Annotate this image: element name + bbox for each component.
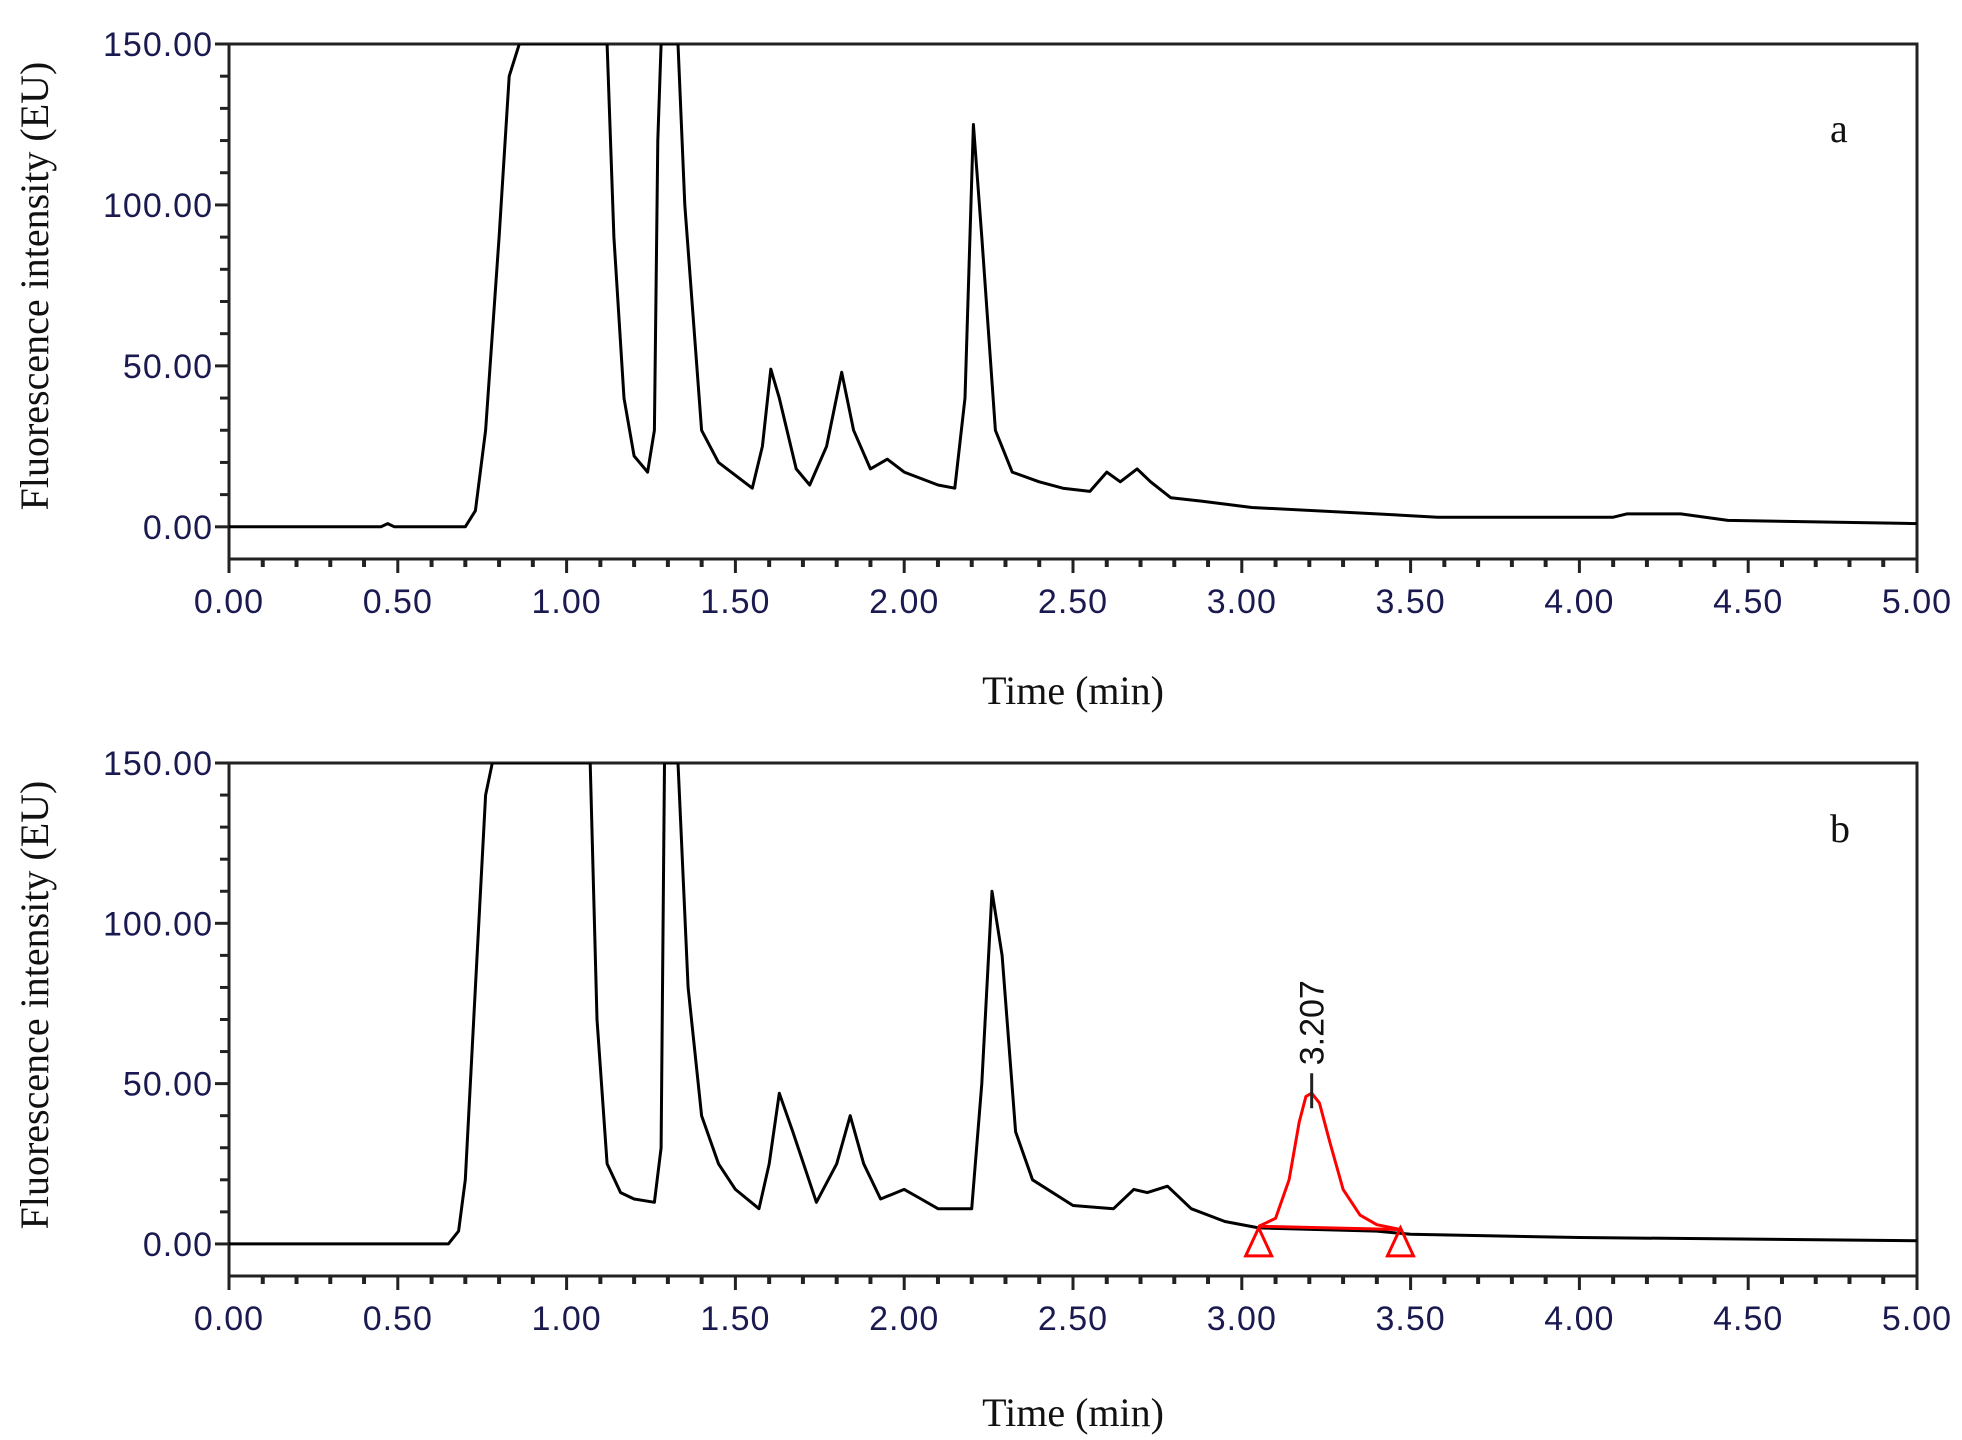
x-tick-label: 4.50 xyxy=(1713,583,1783,621)
peak-baseline xyxy=(1258,1224,1401,1232)
peak-marker-triangle xyxy=(1243,1224,1275,1258)
x-tick-label: 4.00 xyxy=(1544,583,1614,621)
x-tick-label: 0.50 xyxy=(363,583,433,621)
peak-marker-triangle xyxy=(1385,1224,1416,1258)
chromatogram-line xyxy=(229,44,1917,529)
x-tick-label: 3.50 xyxy=(1376,1300,1446,1338)
y-tick-label: 150.00 xyxy=(103,26,213,64)
x-tick-label: 3.50 xyxy=(1376,583,1446,621)
x-tick-label: 2.00 xyxy=(869,1300,939,1338)
y-tick-label: 0.00 xyxy=(143,509,213,547)
panel-a: Fluorescence intensity (EU) Time (min) a… xyxy=(12,26,1952,713)
x-tick-label: 3.00 xyxy=(1207,1300,1277,1338)
integrated-peak-line xyxy=(1258,1091,1401,1231)
panel-label: a xyxy=(1830,106,1848,151)
x-tick-label: 5.00 xyxy=(1882,1300,1952,1338)
y-tick-label: 50.00 xyxy=(123,1066,213,1104)
y-axis-title: Fluorescence intensity (EU) xyxy=(12,62,57,511)
x-tick-label: 5.00 xyxy=(1882,583,1952,621)
x-axis-title: Time (min) xyxy=(982,1390,1164,1435)
y-tick-label: 100.00 xyxy=(103,187,213,225)
x-tick-label: 1.50 xyxy=(700,583,770,621)
x-axis-title: Time (min) xyxy=(982,668,1164,713)
x-tick-label: 0.00 xyxy=(194,583,264,621)
peak-retention-label: 3.207 xyxy=(1294,980,1332,1065)
plot-frame xyxy=(227,42,1919,561)
x-tick-label: 3.00 xyxy=(1207,583,1277,621)
x-tick-label: 1.00 xyxy=(532,1300,602,1338)
x-tick-label: 4.50 xyxy=(1713,1300,1783,1338)
chromatogram-line xyxy=(229,763,1917,1246)
x-tick-label: 4.00 xyxy=(1544,1300,1614,1338)
panel-b: Fluorescence intensity (EU) Time (min) b… xyxy=(12,745,1952,1435)
y-tick-label: 100.00 xyxy=(103,905,213,943)
y-tick-label: 0.00 xyxy=(143,1226,213,1264)
x-tick-label: 2.00 xyxy=(869,583,939,621)
x-tick-label: 2.50 xyxy=(1038,1300,1108,1338)
x-tick-label: 2.50 xyxy=(1038,583,1108,621)
panel-label: b xyxy=(1830,806,1850,851)
x-tick-label: 0.00 xyxy=(194,1300,264,1338)
x-tick-label: 1.50 xyxy=(700,1300,770,1338)
x-tick-label: 0.50 xyxy=(363,1300,433,1338)
y-axis-title: Fluorescence intensity (EU) xyxy=(12,781,57,1230)
y-tick-label: 150.00 xyxy=(103,745,213,783)
y-tick-label: 50.00 xyxy=(123,348,213,386)
x-tick-label: 1.00 xyxy=(532,583,602,621)
